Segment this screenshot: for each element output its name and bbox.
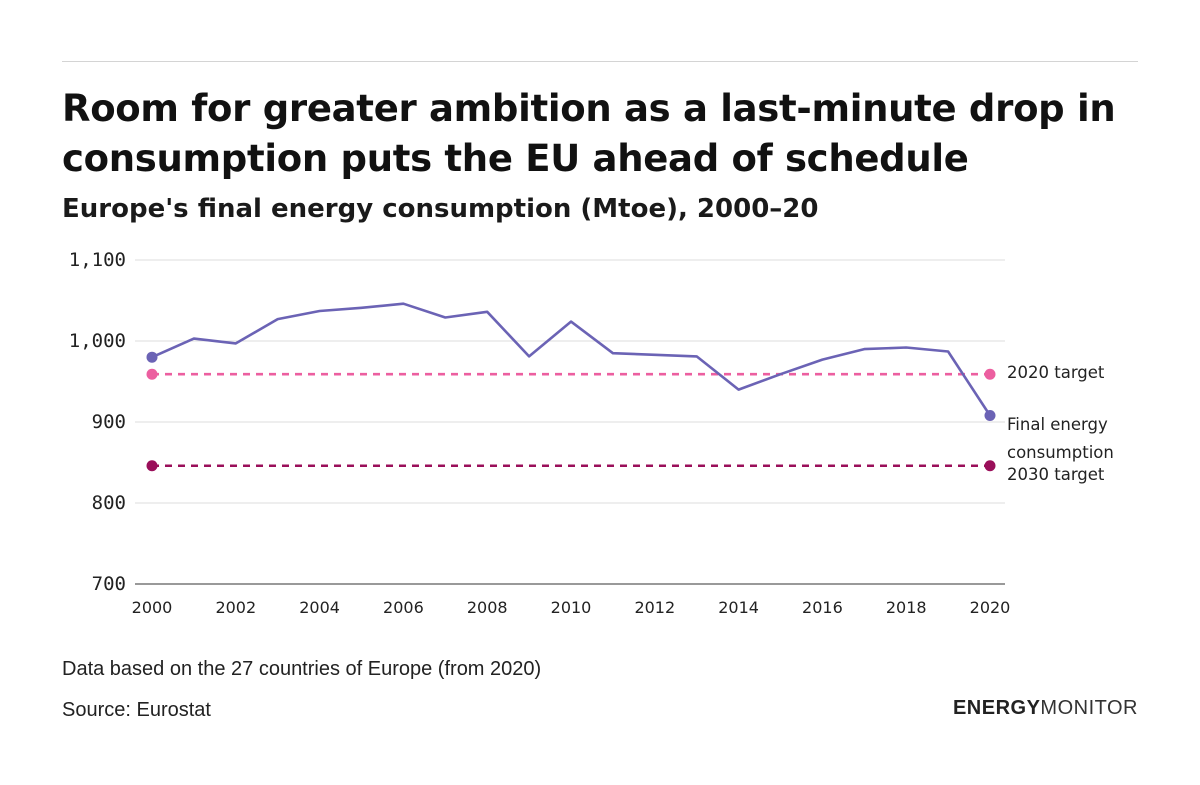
source-note: Source: Eurostat [62, 699, 211, 721]
target-label: 2030 target [1007, 465, 1105, 484]
y-tick-label: 1,100 [69, 249, 126, 271]
series-label: consumption [1007, 443, 1114, 462]
series-line [150, 302, 992, 417]
series-labels: 2020 target 2030 target Final energy consum… [1007, 363, 1114, 484]
data-note: Data based on the 27 countries of Europe… [62, 658, 542, 680]
series-end-point [984, 410, 996, 422]
brand-logo-monitor: MONITOR [1040, 697, 1138, 719]
x-tick-label: 2010 [551, 598, 592, 617]
x-tick-label: 2004 [299, 598, 340, 617]
x-tick-label: 2018 [886, 598, 927, 617]
target-label: 2020 target [1007, 363, 1105, 382]
series-start-point [146, 351, 158, 363]
series-label: Final energy [1007, 415, 1108, 434]
line-chart: 1,100 1,000 900 800 700 2000 2002 2004 2006 2008… [69, 249, 1114, 617]
target-lines [146, 368, 996, 472]
target-end-point [984, 368, 996, 380]
x-tick-label: 2014 [718, 598, 759, 617]
target-start-point [146, 460, 158, 472]
x-tick-label: 2002 [215, 598, 256, 617]
x-tick-label: 2012 [634, 598, 675, 617]
series-layer [146, 302, 996, 422]
x-tick-label: 2000 [132, 598, 173, 617]
x-tick-label: 2008 [467, 598, 508, 617]
x-tick-label: 2006 [383, 598, 424, 617]
gridlines [135, 259, 1005, 585]
y-tick-label: 700 [92, 573, 126, 595]
target-start-point [146, 368, 158, 380]
y-axis-ticks: 1,100 1,000 900 800 700 [69, 249, 126, 595]
x-axis-ticks: 2000 2002 2004 2006 2008 2010 2012 2014 2016 2018… [132, 598, 1011, 617]
top-divider [62, 61, 1138, 62]
chart-subtitle: Europe's final energy consumption (Mtoe)… [62, 194, 819, 224]
brand-logo: ENERGYMONITOR [953, 697, 1138, 720]
target-end-point [984, 460, 996, 472]
brand-logo-energy: ENERGY [952, 697, 1041, 719]
y-tick-label: 800 [92, 492, 126, 514]
x-tick-label: 2016 [802, 598, 843, 617]
x-tick-label: 2020 [970, 598, 1011, 617]
y-tick-label: 900 [92, 411, 126, 433]
y-tick-label: 1,000 [69, 330, 126, 352]
chart-title: Room for greater ambition as a last-minu… [62, 87, 1116, 180]
